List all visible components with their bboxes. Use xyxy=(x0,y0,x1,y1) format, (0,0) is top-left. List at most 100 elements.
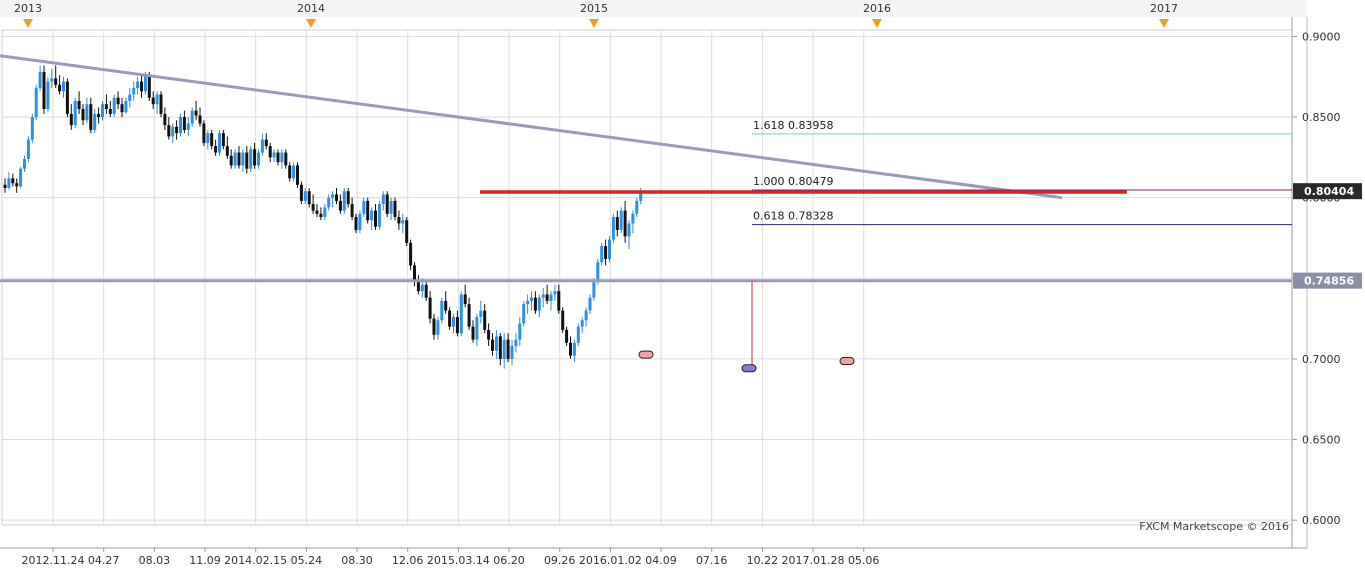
candle-up xyxy=(179,117,182,134)
candle-up xyxy=(537,297,541,311)
candle-down xyxy=(569,342,572,356)
candle-up xyxy=(420,284,424,292)
x-tick-label: 05.24 xyxy=(291,554,323,567)
candle-down xyxy=(237,152,241,166)
candle-down xyxy=(498,336,502,359)
x-tick-label: 2017.01.28 xyxy=(782,554,845,567)
year-label: 2015 xyxy=(580,2,608,15)
candle-up xyxy=(526,300,530,305)
candle-up xyxy=(186,123,190,130)
fib-level-label: 1.000 0.80479 xyxy=(753,175,833,188)
low-marker xyxy=(839,357,855,366)
candle-up xyxy=(510,346,514,359)
candle-down xyxy=(487,329,491,340)
candle-up xyxy=(7,178,11,189)
x-tick-label: 10.22 xyxy=(747,554,779,567)
candle-up xyxy=(101,104,104,118)
candle-up xyxy=(494,336,498,351)
candle-down xyxy=(253,149,257,166)
candle-up xyxy=(143,75,147,92)
candle-up xyxy=(233,152,237,166)
watermark: FXCM Marketscope © 2016 xyxy=(1139,520,1289,533)
x-tick-label: 08.30 xyxy=(341,554,373,567)
candle-up xyxy=(93,113,97,130)
candle-down xyxy=(335,194,338,201)
candle-up xyxy=(218,133,221,153)
candle-up xyxy=(323,207,327,218)
candle-down xyxy=(296,165,299,185)
candle-up xyxy=(389,200,393,214)
candle-up xyxy=(342,191,346,211)
candle-down xyxy=(54,78,58,85)
candle-up xyxy=(600,246,604,263)
candle-down xyxy=(428,297,432,319)
candle-down xyxy=(175,126,179,134)
candle-up xyxy=(30,117,34,140)
candle-up xyxy=(124,100,128,113)
candle-up xyxy=(327,197,331,208)
candle-down xyxy=(366,200,370,221)
x-tick-label: 05.06 xyxy=(848,554,880,567)
candle-down xyxy=(288,165,292,179)
candle-up xyxy=(136,81,140,89)
year-marker-icon xyxy=(23,19,33,28)
candle-down xyxy=(15,183,19,187)
y-tick-label: 0.7000 xyxy=(1302,353,1341,366)
candle-up xyxy=(38,71,42,89)
fib-level-label: 0.618 0.78328 xyxy=(753,210,833,223)
candle-down xyxy=(104,104,108,110)
candle-down xyxy=(533,297,537,311)
candle-up xyxy=(440,300,444,321)
candle-up xyxy=(502,339,506,359)
candle-up xyxy=(608,239,611,259)
y-tick-label: 0.9000 xyxy=(1302,30,1341,43)
candle-up xyxy=(46,81,50,110)
trendline xyxy=(0,54,1063,200)
candle-down xyxy=(77,100,81,110)
candle-down xyxy=(413,265,416,282)
candle-down xyxy=(58,84,62,92)
year-label: 2016 xyxy=(863,2,891,15)
candle-down xyxy=(561,310,565,330)
candle-up xyxy=(19,168,23,187)
candle-up xyxy=(580,320,584,327)
candle-up xyxy=(553,291,557,295)
candle-down xyxy=(397,217,401,224)
candle-down xyxy=(108,109,112,114)
candle-up xyxy=(272,152,276,158)
candle-up xyxy=(592,281,596,298)
candle-up xyxy=(436,320,440,335)
candle-up xyxy=(401,220,405,224)
price-tag-label: 0.80404 xyxy=(1304,185,1354,198)
candle-down xyxy=(65,81,69,114)
candle-down xyxy=(151,97,155,105)
candle-up xyxy=(549,294,553,301)
candle-up xyxy=(50,78,54,82)
candle-down xyxy=(374,210,377,227)
x-tick-label: 08.03 xyxy=(139,554,171,567)
x-tick-label: 2016.01.02 xyxy=(579,554,642,567)
candle-down xyxy=(491,339,494,351)
candle-up xyxy=(303,191,307,201)
candle-up xyxy=(62,81,65,92)
year-label: 2013 xyxy=(14,2,42,15)
candle-up xyxy=(73,100,77,126)
candle-down xyxy=(89,104,93,130)
candle-down xyxy=(198,115,202,124)
candle-up xyxy=(34,88,38,118)
candle-down xyxy=(276,152,280,163)
candle-up xyxy=(128,94,132,101)
candle-up xyxy=(584,310,588,321)
candle-up xyxy=(475,317,479,340)
candle-up xyxy=(639,191,643,201)
candle-up xyxy=(377,204,381,227)
candle-down xyxy=(140,81,143,92)
candle-down xyxy=(346,191,350,205)
candle-up xyxy=(518,323,522,340)
candle-down xyxy=(604,246,608,259)
candle-down xyxy=(385,194,389,214)
candle-down xyxy=(307,191,311,205)
candle-up xyxy=(155,94,159,105)
candle-down xyxy=(467,304,471,327)
candle-down xyxy=(147,75,151,98)
